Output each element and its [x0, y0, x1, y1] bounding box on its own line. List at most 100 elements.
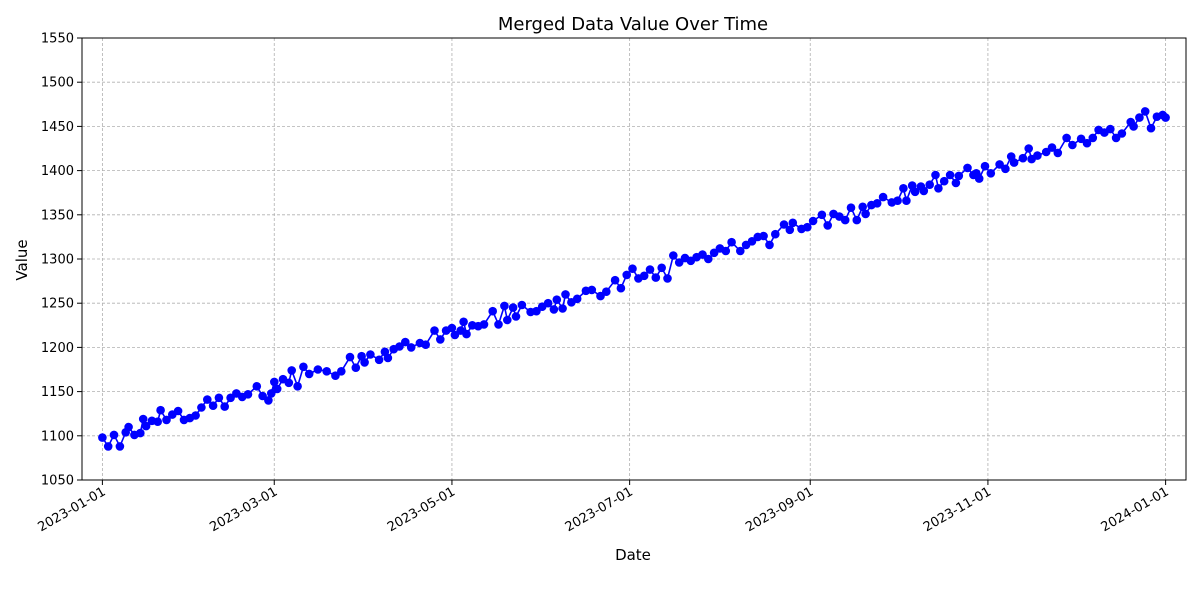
data-point: [532, 306, 541, 316]
data-point: [803, 222, 812, 232]
data-point: [243, 390, 253, 399]
data-point: [779, 220, 789, 229]
data-point: [162, 415, 171, 425]
data-point: [951, 178, 961, 188]
x-tick-label: 2023-07-01: [563, 484, 636, 535]
data-point: [337, 367, 346, 376]
data-point: [846, 203, 856, 212]
data-point: [823, 221, 832, 230]
data-point: [872, 199, 882, 208]
data-point: [103, 442, 113, 451]
data-point: [817, 210, 827, 220]
data-point: [902, 196, 911, 205]
data-point: [287, 366, 297, 375]
data-point: [447, 323, 457, 333]
data-point: [663, 274, 672, 283]
data-point: [934, 184, 943, 193]
data-point: [197, 403, 206, 412]
data-point: [1135, 113, 1144, 122]
data-point: [980, 161, 990, 171]
data-point: [1161, 113, 1170, 122]
data-point: [208, 401, 218, 411]
data-point: [939, 176, 949, 186]
series: [98, 107, 1170, 451]
data-point: [736, 246, 745, 256]
data-point: [572, 294, 582, 304]
x-tick-label: 2024-01-01: [1099, 484, 1172, 535]
data-point: [558, 304, 567, 313]
y-tick-label: 1200: [41, 341, 74, 356]
data-point: [374, 355, 384, 365]
data-point: [858, 202, 867, 212]
data-point: [508, 303, 518, 312]
data-point: [1047, 143, 1057, 152]
data-point: [156, 405, 165, 415]
x-tick-label: 2023-01-01: [35, 484, 108, 535]
data-point: [1018, 153, 1028, 163]
data-point: [771, 229, 780, 239]
data-point: [785, 225, 795, 235]
data-point: [366, 350, 375, 359]
y-tick-label: 1150: [41, 385, 74, 400]
data-point: [115, 442, 125, 451]
y-tick-label: 1500: [41, 76, 74, 91]
data-point: [861, 209, 870, 219]
data-point: [986, 169, 996, 178]
data-point: [313, 365, 323, 374]
data-point: [765, 240, 774, 250]
data-point: [628, 264, 637, 274]
data-point: [587, 285, 597, 295]
data-point: [639, 271, 649, 281]
data-point: [1146, 123, 1156, 133]
data-point: [1001, 164, 1010, 174]
data-point: [759, 231, 768, 241]
data-point: [351, 363, 361, 373]
y-axis: 1050 1100 1150 1200 1250 1300 1350 1400 1450 1500…: [41, 32, 82, 489]
data-point: [136, 428, 145, 438]
data-point: [98, 433, 107, 442]
data-point: [1117, 129, 1127, 138]
chart-title: Merged Data Value Over Time: [498, 14, 768, 35]
data-point: [1129, 122, 1138, 131]
data-point: [173, 406, 183, 416]
data-point: [1140, 107, 1150, 116]
data-point: [252, 382, 262, 391]
y-axis-label: Value: [13, 239, 31, 280]
data-point: [645, 265, 655, 274]
data-point: [462, 329, 471, 339]
data-point: [669, 251, 678, 260]
x-tick-label: 2023-09-01: [743, 484, 816, 535]
data-point: [430, 326, 439, 335]
data-point: [401, 337, 410, 347]
data-point: [436, 335, 445, 344]
data-point: [270, 377, 279, 387]
data-point: [322, 367, 332, 376]
data-point: [124, 422, 133, 432]
x-tick-label: 2023-03-01: [207, 484, 280, 535]
x-tick-label: 2023-05-01: [385, 484, 458, 535]
y-tick-label: 1400: [41, 164, 74, 179]
data-point: [1076, 134, 1086, 144]
data-point: [1068, 140, 1077, 150]
data-point: [272, 384, 282, 394]
data-point: [488, 306, 498, 316]
data-point: [220, 402, 229, 411]
data-point: [299, 362, 308, 372]
data-point: [974, 174, 984, 183]
data-point: [602, 287, 611, 297]
data-point: [963, 163, 972, 173]
data-point: [360, 358, 369, 367]
data-point: [899, 184, 908, 193]
data-point: [954, 171, 964, 181]
data-point: [267, 389, 276, 398]
data-point: [931, 170, 940, 180]
data-point: [293, 382, 302, 391]
data-point: [1088, 133, 1098, 143]
data-point: [788, 218, 798, 228]
data-point: [910, 187, 920, 197]
data-point: [919, 186, 929, 196]
y-tick-label: 1300: [41, 253, 74, 268]
data-point: [153, 417, 162, 427]
data-point: [494, 320, 503, 329]
